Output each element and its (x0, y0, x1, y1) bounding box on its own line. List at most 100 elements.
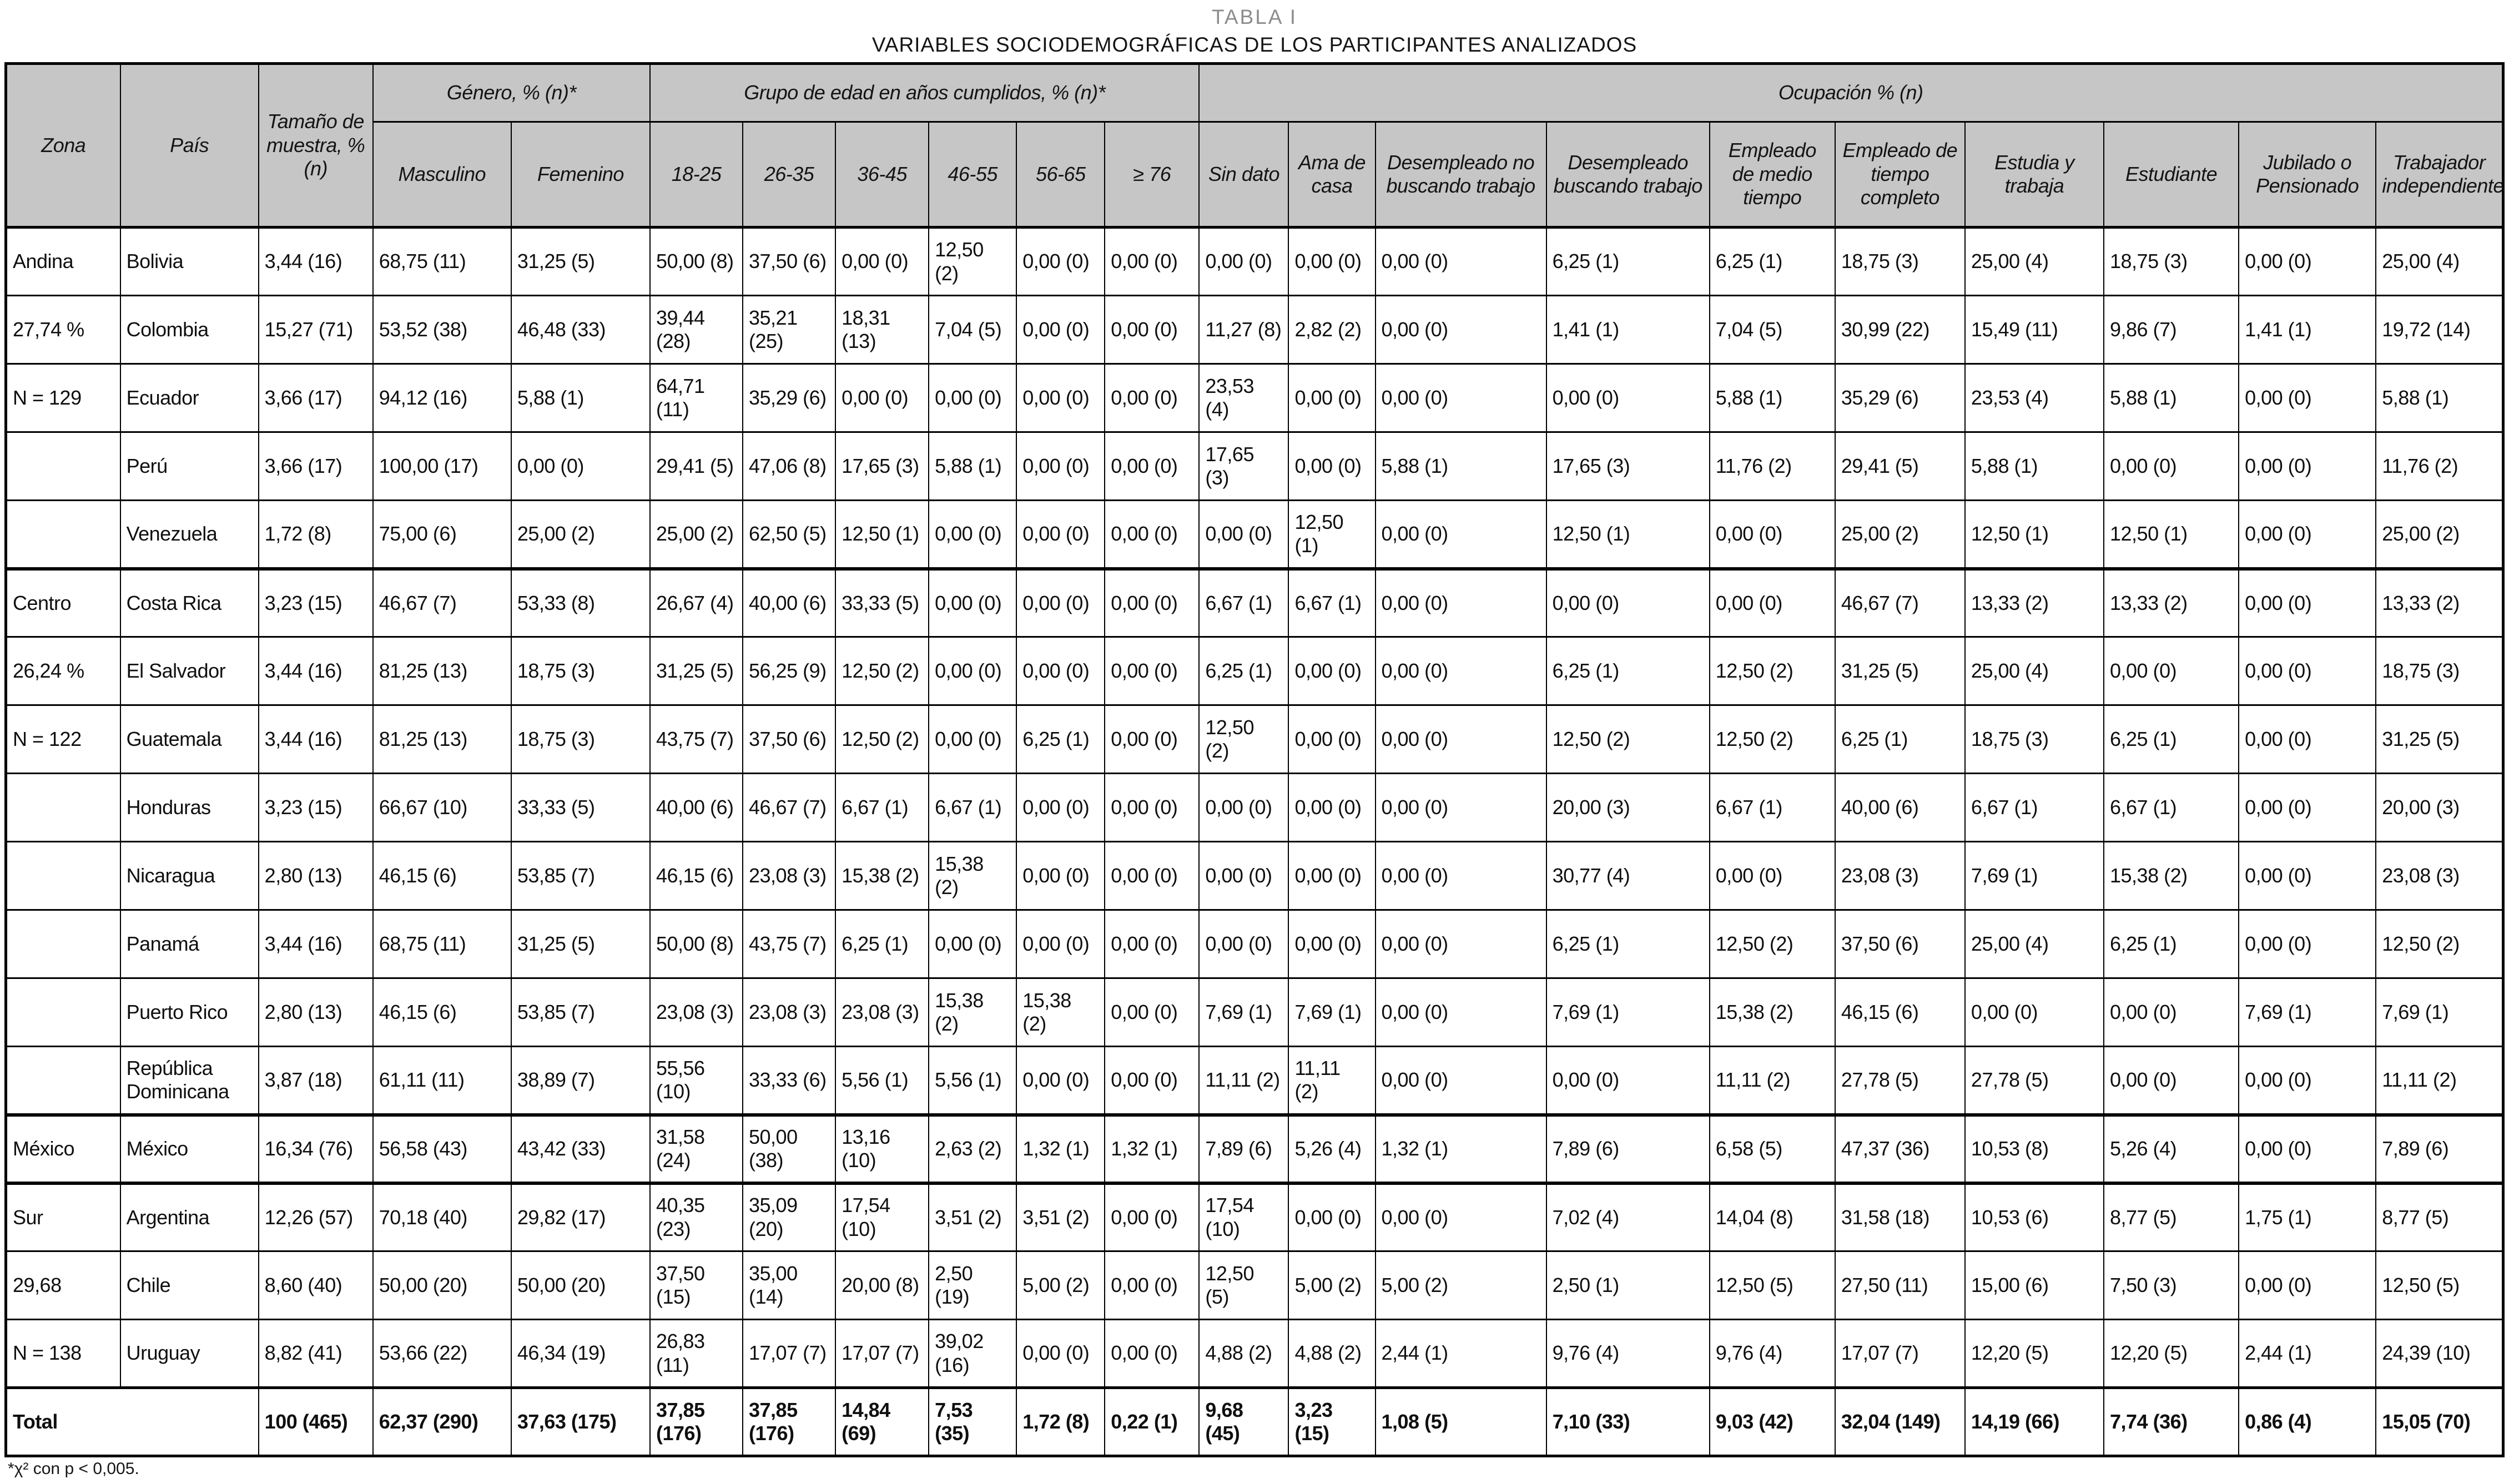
value-cell: 12,50 (1) (2103, 499, 2240, 569)
value-cell: 11,76 (2) (1709, 431, 1836, 501)
col-header-empleado-tiempo-completo: Empleado de tiempo completo (1834, 121, 1966, 228)
value-cell: 7,02 (4) (1545, 1181, 1710, 1252)
value-cell: 0,00 (0) (2238, 1113, 2377, 1184)
value-cell: 10,53 (6) (1964, 1181, 2105, 1252)
value-cell: 15,38 (2) (2103, 841, 2240, 911)
value-cell: 61,11 (11) (372, 1046, 512, 1115)
value-cell: 50,00 (38) (742, 1113, 837, 1184)
value-cell: 18,75 (3) (510, 704, 651, 774)
value-cell: 0,00 (0) (1374, 977, 1547, 1047)
value-cell: 30,99 (22) (1834, 295, 1966, 365)
value-cell: 0,00 (0) (1016, 567, 1106, 638)
value-cell: 7,04 (5) (1709, 295, 1836, 365)
zona-cell (5, 841, 121, 911)
value-cell: 0,00 (0) (1288, 226, 1376, 296)
total-value-cell: 9,68 (45) (1198, 1386, 1289, 1457)
table-row: Honduras 3,23 (15) 66,67 (10) 33,33 (5) 40,0… (5, 773, 2504, 842)
value-cell: 9,76 (4) (1545, 1319, 1710, 1389)
value-cell: 0,00 (0) (1016, 841, 1106, 911)
value-cell: 0,00 (0) (835, 363, 930, 433)
value-cell: 0,00 (0) (2238, 1046, 2377, 1115)
value-cell: 0,00 (0) (1104, 704, 1200, 774)
value-cell: 0,00 (0) (1374, 226, 1547, 296)
value-cell: 15,38 (2) (1709, 977, 1836, 1047)
value-cell: 23,08 (3) (742, 977, 837, 1047)
col-header-estudiante: Estudiante (2103, 121, 2240, 228)
value-cell: 3,87 (18) (258, 1046, 374, 1115)
value-cell: 11,76 (2) (2375, 431, 2504, 501)
value-cell: 3,23 (15) (258, 773, 374, 842)
value-cell: 1,32 (1) (1104, 1113, 1200, 1184)
table-row: N = 129 Ecuador 3,66 (17) 94,12 (16) 5,88 (1… (5, 363, 2504, 433)
value-cell: 81,25 (13) (372, 636, 512, 706)
value-cell: 25,00 (4) (1964, 226, 2105, 296)
value-cell: 11,11 (2) (1198, 1046, 1289, 1115)
col-header-18-25: 18-25 (649, 121, 744, 228)
value-cell: 0,00 (0) (928, 636, 1017, 706)
value-cell: 37,50 (6) (742, 226, 837, 296)
value-cell: 0,00 (0) (2238, 704, 2377, 774)
value-cell: 0,00 (0) (1374, 704, 1547, 774)
value-cell: 0,00 (0) (2103, 636, 2240, 706)
pais-cell: República Dominicana (119, 1046, 259, 1115)
group-header-genero: Género, % (n)* (372, 63, 651, 123)
pais-cell: Chile (119, 1250, 259, 1320)
pais-cell: Honduras (119, 773, 259, 842)
value-cell: 2,80 (13) (258, 977, 374, 1047)
value-cell: 0,00 (0) (1016, 1046, 1106, 1115)
value-cell: 7,69 (1) (1198, 977, 1289, 1047)
value-cell: 6,25 (1) (1545, 636, 1710, 706)
value-cell: 12,50 (1) (1288, 499, 1376, 569)
value-cell: 0,00 (0) (1016, 1319, 1106, 1389)
value-cell: 0,00 (0) (1104, 977, 1200, 1047)
table-row: República Dominicana 3,87 (18) 61,11 (11) 3… (5, 1046, 2504, 1115)
value-cell: 53,85 (7) (510, 977, 651, 1047)
value-cell: 0,00 (0) (1374, 841, 1547, 911)
value-cell: 31,58 (24) (649, 1113, 744, 1184)
value-cell: 11,11 (2) (2375, 1046, 2504, 1115)
value-cell: 12,50 (2) (1709, 909, 1836, 979)
total-value-cell: 7,10 (33) (1545, 1386, 1710, 1457)
value-cell: 56,25 (9) (742, 636, 837, 706)
value-cell: 12,20 (5) (2103, 1319, 2240, 1389)
zona-cell (5, 773, 121, 842)
value-cell: 0,00 (0) (1198, 499, 1289, 569)
value-cell: 8,60 (40) (258, 1250, 374, 1320)
value-cell: 56,58 (43) (372, 1113, 512, 1184)
value-cell: 18,75 (3) (1964, 704, 2105, 774)
value-cell: 0,00 (0) (928, 499, 1017, 569)
table-row: Perú 3,66 (17) 100,00 (17) 0,00 (0) 29,41 (5… (5, 431, 2504, 501)
zona-cell: Andina (5, 226, 121, 296)
value-cell: 6,25 (1) (1016, 704, 1106, 774)
value-cell: 37,50 (6) (742, 704, 837, 774)
value-cell: 12,50 (2) (1709, 704, 1836, 774)
table-row: Centro Costa Rica 3,23 (15) 46,67 (7) 53,33 … (5, 567, 2504, 638)
value-cell: 31,25 (5) (510, 226, 651, 296)
value-cell: 5,00 (2) (1016, 1250, 1106, 1320)
value-cell: 23,08 (3) (2375, 841, 2504, 911)
zona-cell (5, 977, 121, 1047)
value-cell: 6,67 (1) (1288, 567, 1376, 638)
value-cell: 1,41 (1) (1545, 295, 1710, 365)
value-cell: 13,33 (2) (1964, 567, 2105, 638)
value-cell: 0,00 (0) (1545, 1046, 1710, 1115)
total-value-cell: 32,04 (149) (1834, 1386, 1966, 1457)
value-cell: 20,00 (3) (1545, 773, 1710, 842)
col-header-76plus: ≥ 76 (1104, 121, 1200, 228)
zona-cell: México (5, 1113, 121, 1184)
value-cell: 25,00 (4) (1964, 636, 2105, 706)
value-cell: 12,50 (1) (835, 499, 930, 569)
zona-cell: N = 129 (5, 363, 121, 433)
value-cell: 40,00 (6) (649, 773, 744, 842)
value-cell: 8,77 (5) (2375, 1181, 2504, 1252)
value-cell: 13,33 (2) (2375, 567, 2504, 638)
value-cell: 0,00 (0) (928, 704, 1017, 774)
table-row: Sur Argentina 12,26 (57) 70,18 (40) 29,82 (1… (5, 1181, 2504, 1252)
value-cell: 27,78 (5) (1964, 1046, 2105, 1115)
value-cell: 6,67 (1) (1964, 773, 2105, 842)
value-cell: 81,25 (13) (372, 704, 512, 774)
pais-cell: Uruguay (119, 1319, 259, 1389)
pais-cell: Costa Rica (119, 567, 259, 638)
table-row: Venezuela 1,72 (8) 75,00 (6) 25,00 (2) 25,00… (5, 499, 2504, 569)
pais-cell: Venezuela (119, 499, 259, 569)
